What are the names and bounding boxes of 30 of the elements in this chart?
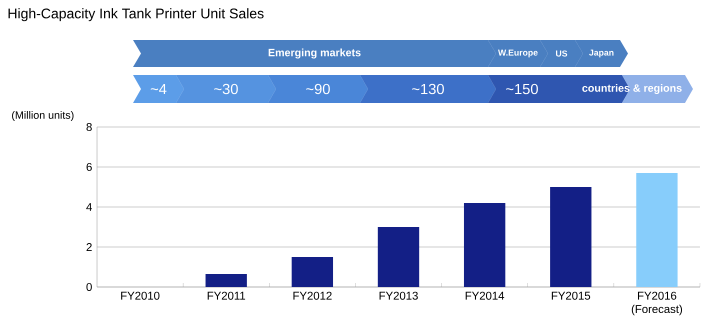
text: W.Europe	[498, 50, 538, 58]
y-tick-label: 4	[86, 203, 92, 211]
chart-title: High-Capacity Ink Tank Printer Unit Sales	[8, 8, 264, 22]
text: Emerging markets	[268, 48, 361, 58]
x-tick-label: FY2014	[466, 292, 504, 300]
text: ~4	[150, 84, 166, 94]
bar	[464, 202, 506, 287]
bar	[292, 256, 334, 287]
text: ~90	[306, 84, 330, 94]
y-tick-label: 6	[86, 162, 92, 171]
text: ~150	[506, 84, 538, 94]
x-tick-label: FY2015	[552, 292, 590, 300]
text: US	[556, 50, 568, 57]
bar	[636, 172, 678, 287]
bar	[550, 186, 592, 287]
y-tick-label: 0	[86, 282, 92, 291]
x-tick-label: FY2013	[380, 292, 418, 300]
y-axis-title: (Million units)	[12, 111, 74, 121]
bar	[206, 274, 247, 287]
y-tick-label: 8	[86, 122, 92, 132]
x-tick-label: FY2010	[121, 292, 160, 300]
text: Japan	[589, 50, 614, 58]
text: ~130	[412, 84, 444, 94]
text: countries & regions	[582, 84, 682, 94]
x-tick-label: FY2016 (Forecast)	[632, 292, 682, 316]
x-tick-label: FY2011	[208, 292, 246, 300]
text: ~30	[214, 84, 238, 94]
x-tick-label: FY2012	[293, 292, 332, 300]
bar	[378, 226, 420, 287]
y-tick-label: 2	[86, 243, 92, 251]
